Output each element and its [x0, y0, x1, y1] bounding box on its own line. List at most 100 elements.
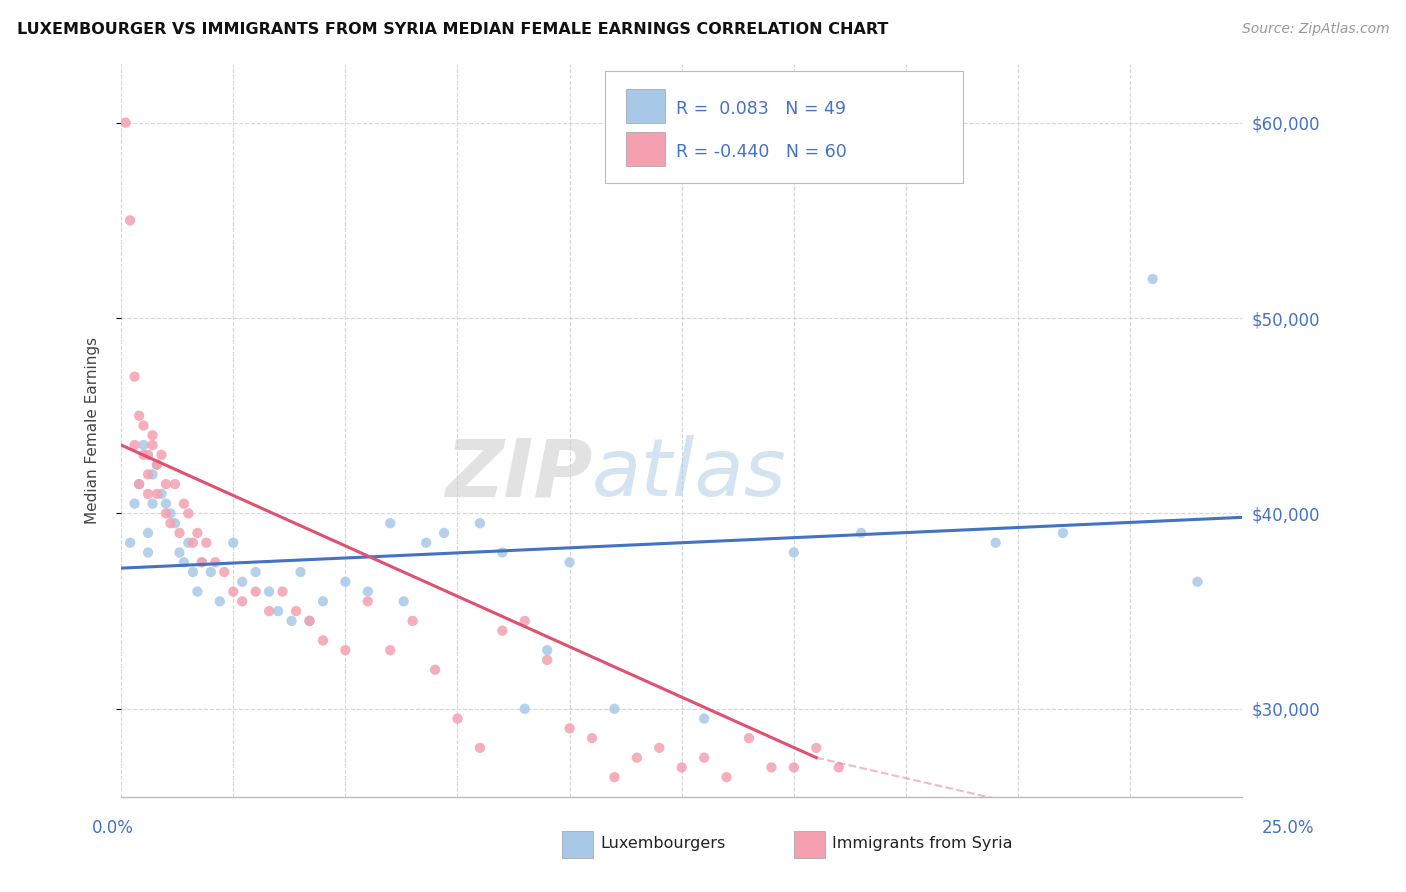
Point — [1052, 525, 1074, 540]
Point — [257, 604, 280, 618]
Point — [136, 545, 159, 559]
Point — [136, 467, 159, 482]
Text: Source: ZipAtlas.com: Source: ZipAtlas.com — [1241, 22, 1389, 37]
Point — [468, 740, 491, 755]
Y-axis label: Median Female Earnings: Median Female Earnings — [86, 337, 100, 524]
Point — [671, 760, 693, 774]
Point — [208, 594, 231, 608]
Point — [132, 438, 155, 452]
Text: atlas: atlas — [592, 435, 787, 514]
Point — [231, 574, 253, 589]
Point — [783, 760, 806, 774]
Text: 0.0%: 0.0% — [91, 819, 134, 837]
Point — [738, 731, 761, 745]
Point — [558, 722, 581, 736]
Point — [136, 487, 159, 501]
Point — [290, 565, 312, 579]
Point — [491, 545, 513, 559]
Point — [181, 565, 204, 579]
Point — [195, 535, 218, 549]
Point — [513, 702, 536, 716]
Point — [693, 750, 716, 764]
Point — [536, 643, 558, 657]
Point — [693, 712, 716, 726]
Point — [849, 525, 872, 540]
Point — [150, 448, 173, 462]
Point — [169, 525, 191, 540]
Point — [146, 458, 169, 472]
Point — [136, 525, 159, 540]
Point — [280, 614, 302, 628]
Point — [626, 750, 648, 764]
Point — [200, 565, 222, 579]
Point — [380, 643, 402, 657]
Text: LUXEMBOURGER VS IMMIGRANTS FROM SYRIA MEDIAN FEMALE EARNINGS CORRELATION CHART: LUXEMBOURGER VS IMMIGRANTS FROM SYRIA ME… — [17, 22, 889, 37]
Point — [828, 760, 851, 774]
Point — [245, 584, 267, 599]
Point — [783, 545, 806, 559]
Point — [415, 535, 437, 549]
Point — [312, 633, 335, 648]
Point — [120, 535, 142, 549]
Point — [186, 584, 208, 599]
Point — [173, 555, 195, 569]
Point — [257, 584, 280, 599]
Point — [298, 614, 321, 628]
Point — [648, 740, 671, 755]
Point — [136, 448, 159, 462]
Point — [155, 507, 177, 521]
Text: ZIP: ZIP — [444, 435, 592, 514]
Point — [181, 535, 204, 549]
Point — [204, 555, 226, 569]
Point — [141, 467, 163, 482]
Point — [536, 653, 558, 667]
Point — [191, 555, 214, 569]
Point — [159, 516, 181, 531]
Point — [120, 213, 142, 227]
Point — [357, 594, 380, 608]
Point — [357, 584, 380, 599]
Point — [335, 574, 357, 589]
Point — [468, 516, 491, 531]
Point — [245, 565, 267, 579]
Point — [312, 594, 335, 608]
Text: Luxembourgers: Luxembourgers — [600, 837, 725, 851]
Point — [114, 116, 136, 130]
Point — [141, 497, 163, 511]
Point — [155, 477, 177, 491]
Text: R = -0.440   N = 60: R = -0.440 N = 60 — [676, 143, 846, 161]
Point — [298, 614, 321, 628]
Point — [335, 643, 357, 657]
Point — [267, 604, 290, 618]
Point — [271, 584, 294, 599]
Point — [423, 663, 446, 677]
Point — [124, 369, 146, 384]
Point — [401, 614, 423, 628]
Point — [163, 516, 186, 531]
Point — [163, 477, 186, 491]
Point — [761, 760, 783, 774]
Point — [141, 438, 163, 452]
Point — [491, 624, 513, 638]
Point — [128, 409, 150, 423]
Text: 25.0%: 25.0% — [1263, 819, 1315, 837]
Point — [150, 487, 173, 501]
Point — [1142, 272, 1164, 286]
Point — [513, 614, 536, 628]
Point — [124, 497, 146, 511]
Point — [806, 740, 828, 755]
Point — [984, 535, 1007, 549]
Point — [222, 535, 245, 549]
Point — [177, 535, 200, 549]
Text: Immigrants from Syria: Immigrants from Syria — [832, 837, 1012, 851]
Point — [392, 594, 415, 608]
Point — [191, 555, 214, 569]
Point — [581, 731, 603, 745]
Point — [603, 702, 626, 716]
Point — [132, 448, 155, 462]
Text: R =  0.083   N = 49: R = 0.083 N = 49 — [676, 100, 846, 118]
Point — [222, 584, 245, 599]
Point — [433, 525, 456, 540]
Point — [177, 507, 200, 521]
Point — [169, 545, 191, 559]
